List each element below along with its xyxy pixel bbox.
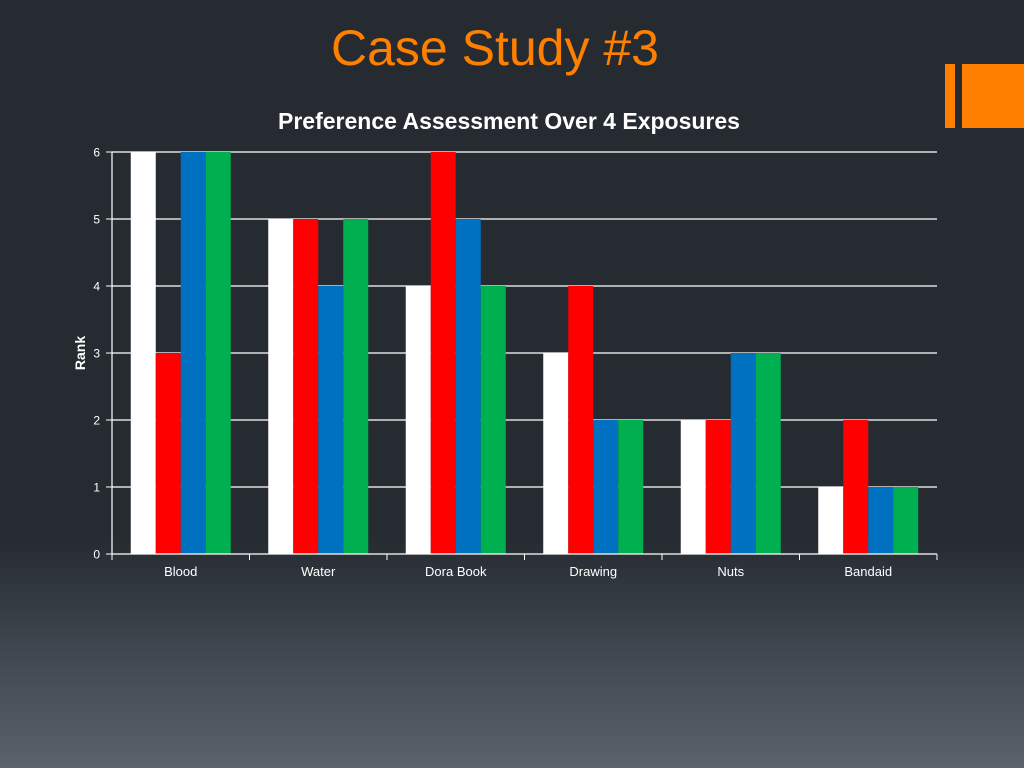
bar bbox=[205, 152, 231, 554]
bar bbox=[455, 219, 481, 554]
y-tick-label: 6 bbox=[93, 146, 100, 160]
y-axis-label: Rank bbox=[72, 336, 88, 370]
bar bbox=[705, 420, 731, 554]
bar bbox=[268, 219, 294, 554]
x-tick-label: Bandaid bbox=[844, 564, 892, 579]
bar bbox=[568, 286, 594, 554]
bars bbox=[130, 152, 919, 554]
bar bbox=[543, 353, 569, 554]
x-tick-label: Blood bbox=[164, 564, 197, 579]
x-tick-label: Drawing bbox=[569, 564, 617, 579]
x-tick-label: Water bbox=[301, 564, 336, 579]
gridlines bbox=[112, 151, 937, 488]
bar bbox=[893, 487, 919, 554]
y-tick-label: 1 bbox=[93, 481, 100, 495]
accent-bar-thin bbox=[945, 64, 955, 128]
x-tick-label: Nuts bbox=[717, 564, 744, 579]
accent-bar-thick bbox=[962, 64, 1024, 128]
y-tick-label: 3 bbox=[93, 347, 100, 361]
bar bbox=[868, 487, 894, 554]
bar bbox=[405, 286, 431, 554]
bar bbox=[318, 286, 344, 554]
tick-labels: 0 1 2 3 4 5 6 Blood Water Dora Book Drawing Nuts Ban… bbox=[93, 146, 892, 580]
bar bbox=[618, 420, 644, 554]
bar bbox=[593, 420, 619, 554]
bar bbox=[755, 353, 781, 554]
x-tick-label: Dora Book bbox=[425, 564, 487, 579]
y-tick-label: 4 bbox=[93, 280, 100, 294]
axes bbox=[106, 151, 938, 560]
bar bbox=[480, 286, 506, 554]
chart-title: Preference Assessment Over 4 Exposures bbox=[278, 108, 740, 134]
bar bbox=[818, 487, 844, 554]
bar bbox=[730, 353, 756, 554]
y-tick-label: 0 bbox=[93, 548, 100, 562]
bar bbox=[680, 420, 706, 554]
bar bbox=[180, 152, 206, 554]
bar bbox=[130, 152, 156, 554]
bar bbox=[155, 353, 181, 554]
y-tick-label: 5 bbox=[93, 213, 100, 227]
bar bbox=[293, 219, 319, 554]
bar bbox=[843, 420, 869, 554]
slide-title: Case Study #3 bbox=[331, 20, 659, 76]
bar bbox=[343, 219, 369, 554]
bar bbox=[430, 152, 456, 554]
y-tick-label: 2 bbox=[93, 414, 100, 428]
